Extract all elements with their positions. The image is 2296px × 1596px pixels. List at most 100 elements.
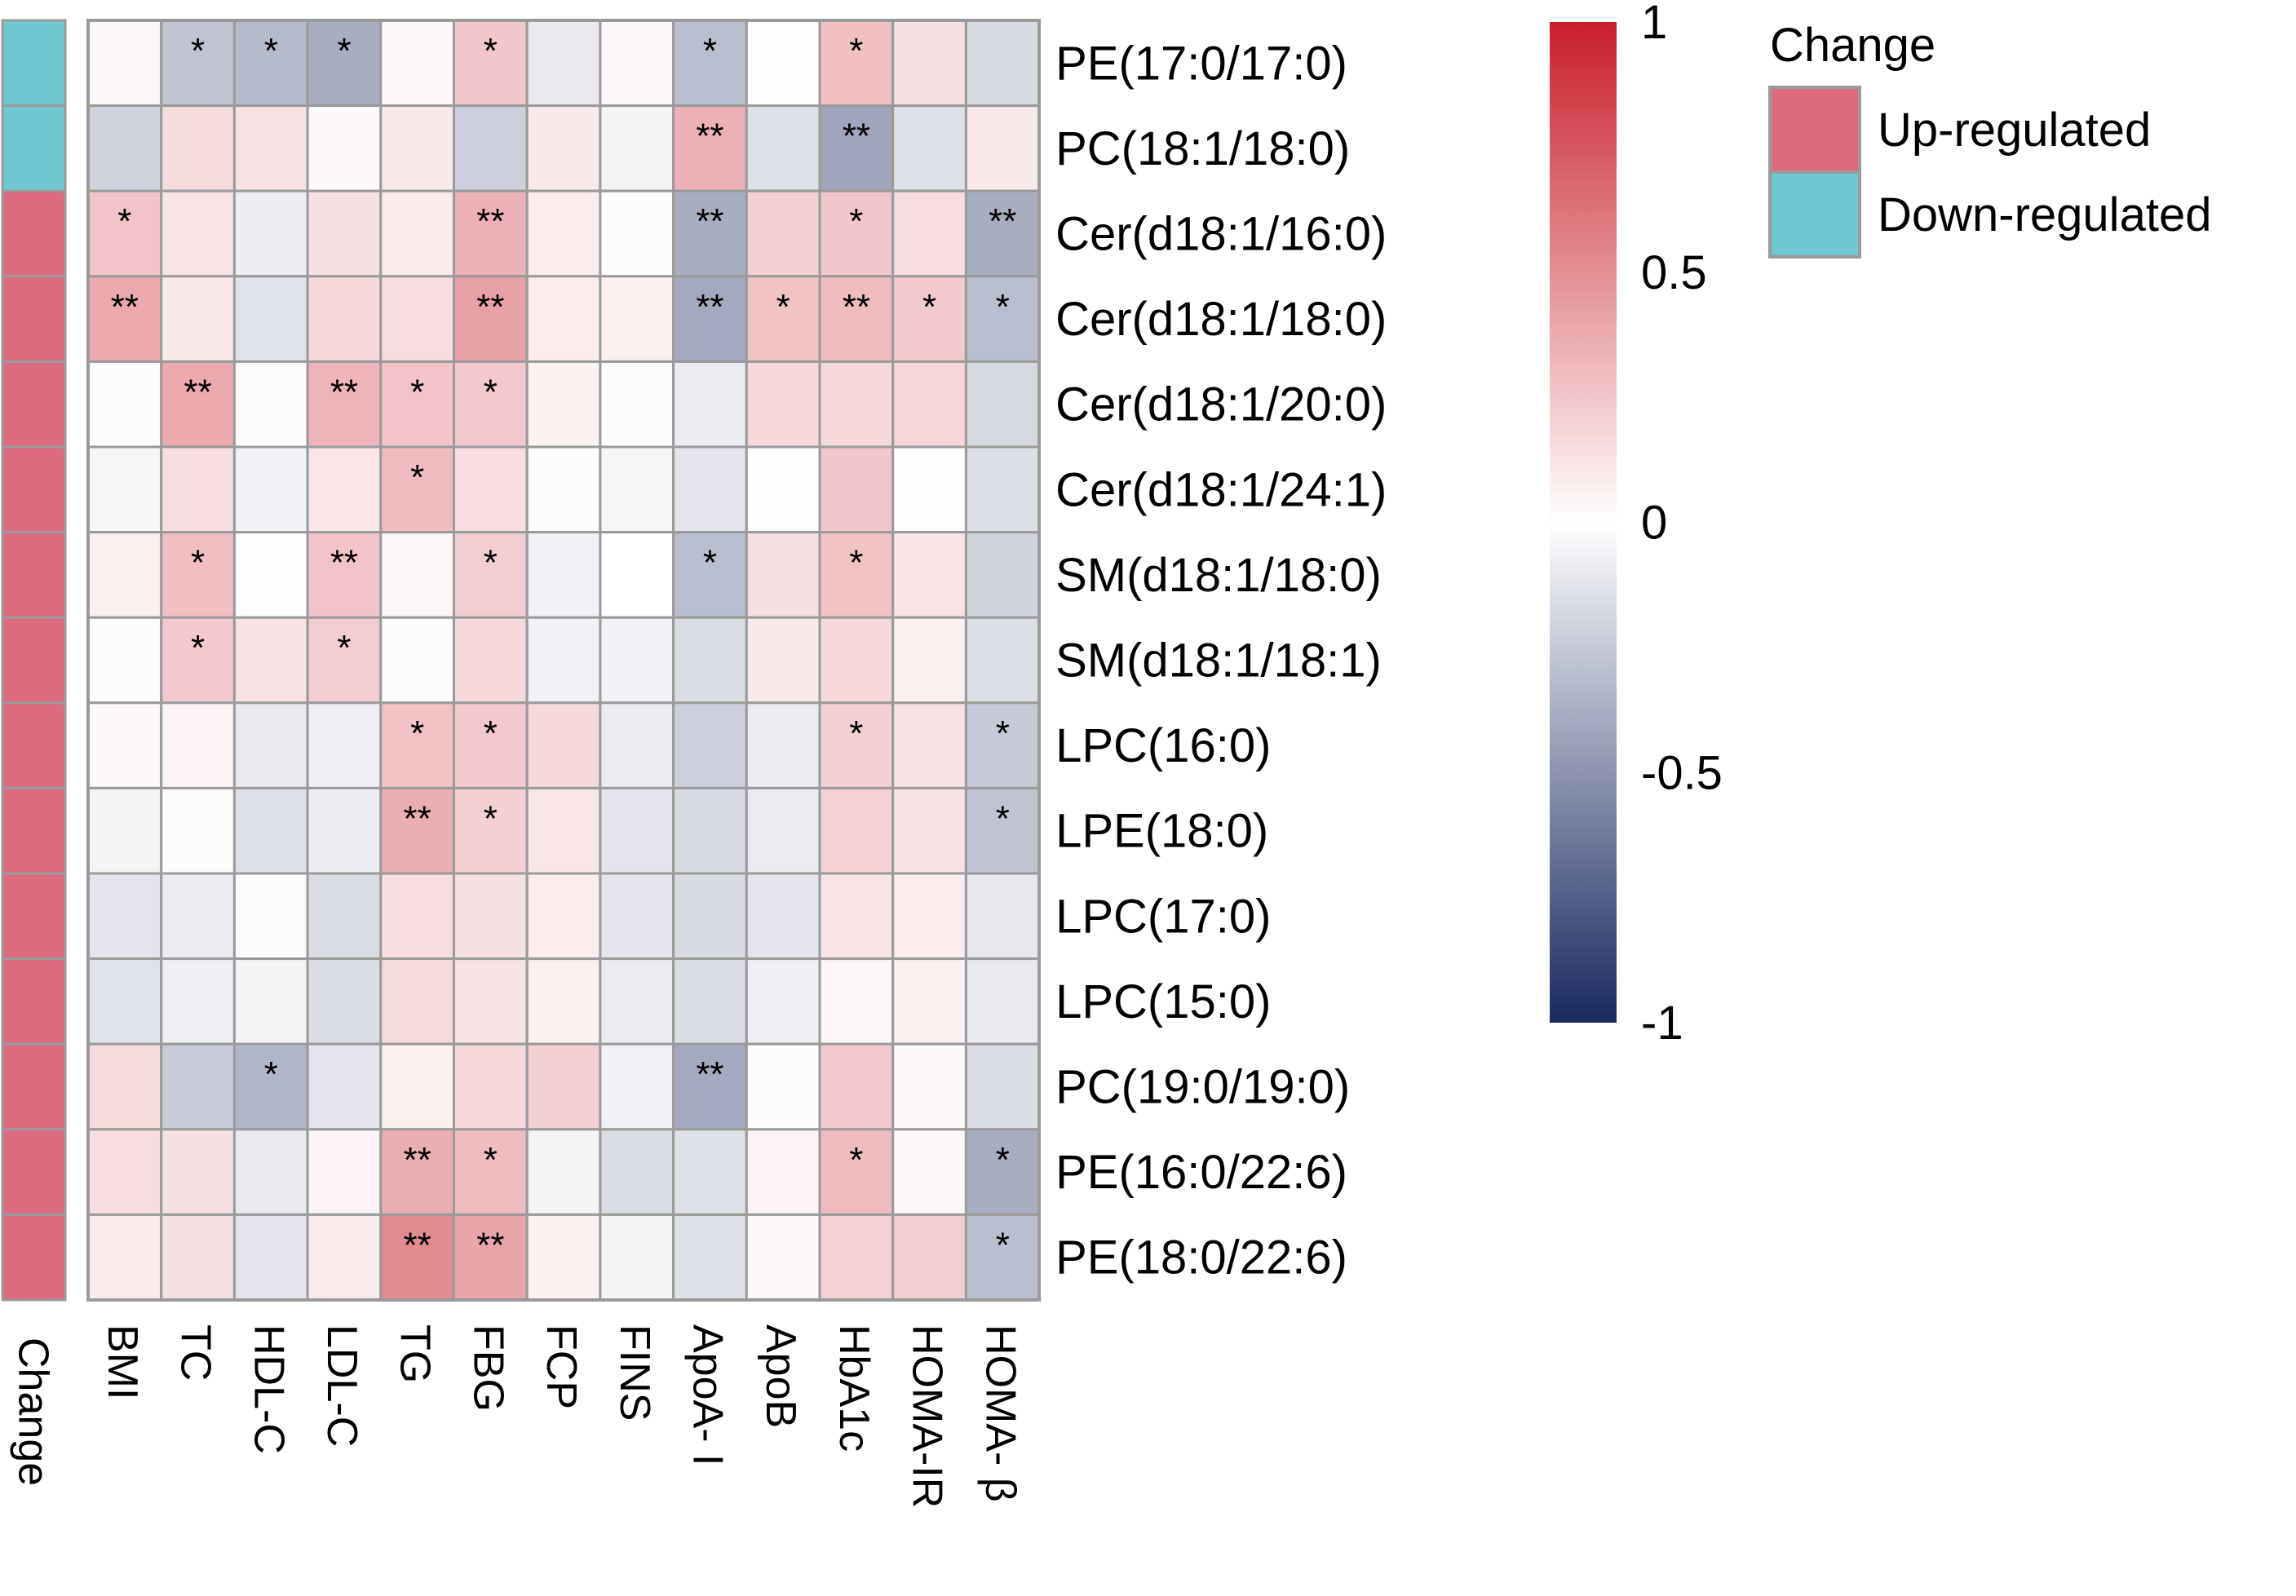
heatmap-cell [160, 19, 236, 108]
change-legend: Change Up-regulated Down-regulated [1768, 19, 2211, 259]
heatmap-cell [453, 616, 529, 705]
significance-mark: ** [111, 287, 139, 327]
change-cell [1, 275, 67, 363]
heatmap-cell [672, 1128, 748, 1216]
heatmap-cell [232, 957, 309, 1046]
heatmap-cell [745, 786, 821, 875]
significance-mark: ** [843, 287, 870, 327]
heatmap-cell [306, 1128, 383, 1216]
heatmap-cell [964, 531, 1041, 619]
heatmap-cell [86, 616, 163, 705]
colorbar-tick-label: 0 [1641, 497, 1667, 550]
heatmap-cell [306, 1042, 383, 1131]
significance-mark: * [703, 543, 717, 583]
heatmap-cell [86, 445, 163, 534]
heatmap-cell [232, 19, 309, 108]
heatmap-cell [306, 786, 383, 875]
heatmap-cell [818, 360, 895, 449]
heatmap-cell [379, 1128, 455, 1216]
significance-mark: * [484, 1140, 498, 1180]
heatmap-cell [525, 1213, 602, 1302]
heatmap-cell [818, 104, 895, 192]
colorbar-tick-label: -0.5 [1641, 746, 1723, 799]
heatmap-cell [86, 701, 163, 789]
significance-mark: * [484, 543, 498, 583]
heatmap-cell [453, 104, 529, 192]
heatmap-cell [745, 104, 821, 192]
row-label: LPC(15:0) [1055, 975, 1271, 1028]
heatmap-cell [306, 872, 383, 961]
legend-title: Change [1770, 19, 1935, 72]
change-cell [1, 1128, 67, 1216]
heatmap-cell [160, 360, 236, 449]
column-label: HOMA- β [976, 1324, 1024, 1502]
significance-mark: ** [404, 1225, 431, 1265]
significance-mark: ** [843, 117, 870, 157]
heatmap-cell [964, 1128, 1041, 1216]
heatmap-cell [745, 616, 821, 705]
significance-mark: ** [404, 1140, 431, 1180]
heatmap-cell [599, 104, 675, 192]
column-label: BMI [99, 1324, 146, 1399]
heatmap-cell [599, 360, 675, 449]
significance-mark: * [117, 201, 131, 241]
heatmap-cell [599, 1042, 675, 1131]
heatmap-cell [599, 1213, 675, 1302]
significance-mark: * [849, 1140, 863, 1180]
heatmap-cell [599, 1128, 675, 1216]
heatmap-cell [525, 189, 602, 278]
heatmap-cell [745, 275, 821, 363]
heatmap-cell [160, 275, 236, 363]
heatmap-cell [160, 616, 236, 705]
heatmap-cell [160, 445, 236, 534]
significance-mark: * [849, 714, 863, 754]
heatmap-cell [891, 872, 967, 961]
heatmap-cell [453, 957, 529, 1046]
change-cell [1, 19, 67, 108]
significance-mark: * [191, 628, 205, 668]
significance-mark: * [776, 287, 790, 327]
heatmap-cell [599, 275, 675, 363]
heatmap-cell [745, 189, 821, 278]
significance-mark: * [703, 31, 717, 71]
heatmap-cell [379, 1213, 455, 1302]
heatmap-cell [232, 104, 309, 192]
heatmap-cell [964, 104, 1041, 192]
change-cell [1, 872, 67, 961]
heatmap-cell [379, 1042, 455, 1131]
heatmap-cell [599, 445, 675, 534]
heatmap-cell [818, 1042, 895, 1131]
heatmap-cell [672, 957, 748, 1046]
column-label: FINS [611, 1324, 658, 1421]
heatmap-cell [86, 957, 163, 1046]
heatmap-cell [745, 360, 821, 449]
heatmap-cell [306, 701, 383, 789]
colorbar-tick-label: -1 [1641, 997, 1683, 1050]
heatmap-cell [891, 19, 967, 108]
row-label: LPE(18:0) [1055, 805, 1268, 858]
heatmap-cell [525, 701, 602, 789]
heatmap-cell [86, 872, 163, 961]
change-cell [1, 786, 67, 875]
significance-mark: * [410, 714, 424, 754]
significance-mark: ** [476, 1225, 504, 1265]
heatmap-cell [818, 189, 895, 278]
significance-mark: * [996, 714, 1010, 754]
legend-item-label: Down-regulated [1878, 188, 2211, 241]
heatmap-cell [818, 19, 895, 108]
heatmap-cell [818, 957, 895, 1046]
heatmap-cell [232, 1128, 309, 1216]
heatmap-cell [379, 786, 455, 875]
significance-markers: * * * * * *** *** ** ** * **** ** ** * ** * *** ** * *** ** *… [111, 31, 1017, 1265]
row-label: LPC(16:0) [1055, 719, 1271, 772]
heatmap-cell [964, 19, 1041, 108]
colorbar-tick-label: 0.5 [1641, 246, 1707, 299]
heatmap-cell [891, 786, 967, 875]
heatmap-cell [891, 104, 967, 192]
heatmap-cell [160, 1213, 236, 1302]
heatmap-cell [86, 1213, 163, 1302]
heatmap-cell [672, 275, 748, 363]
heatmap-cell [525, 275, 602, 363]
heatmap-cell [379, 275, 455, 363]
